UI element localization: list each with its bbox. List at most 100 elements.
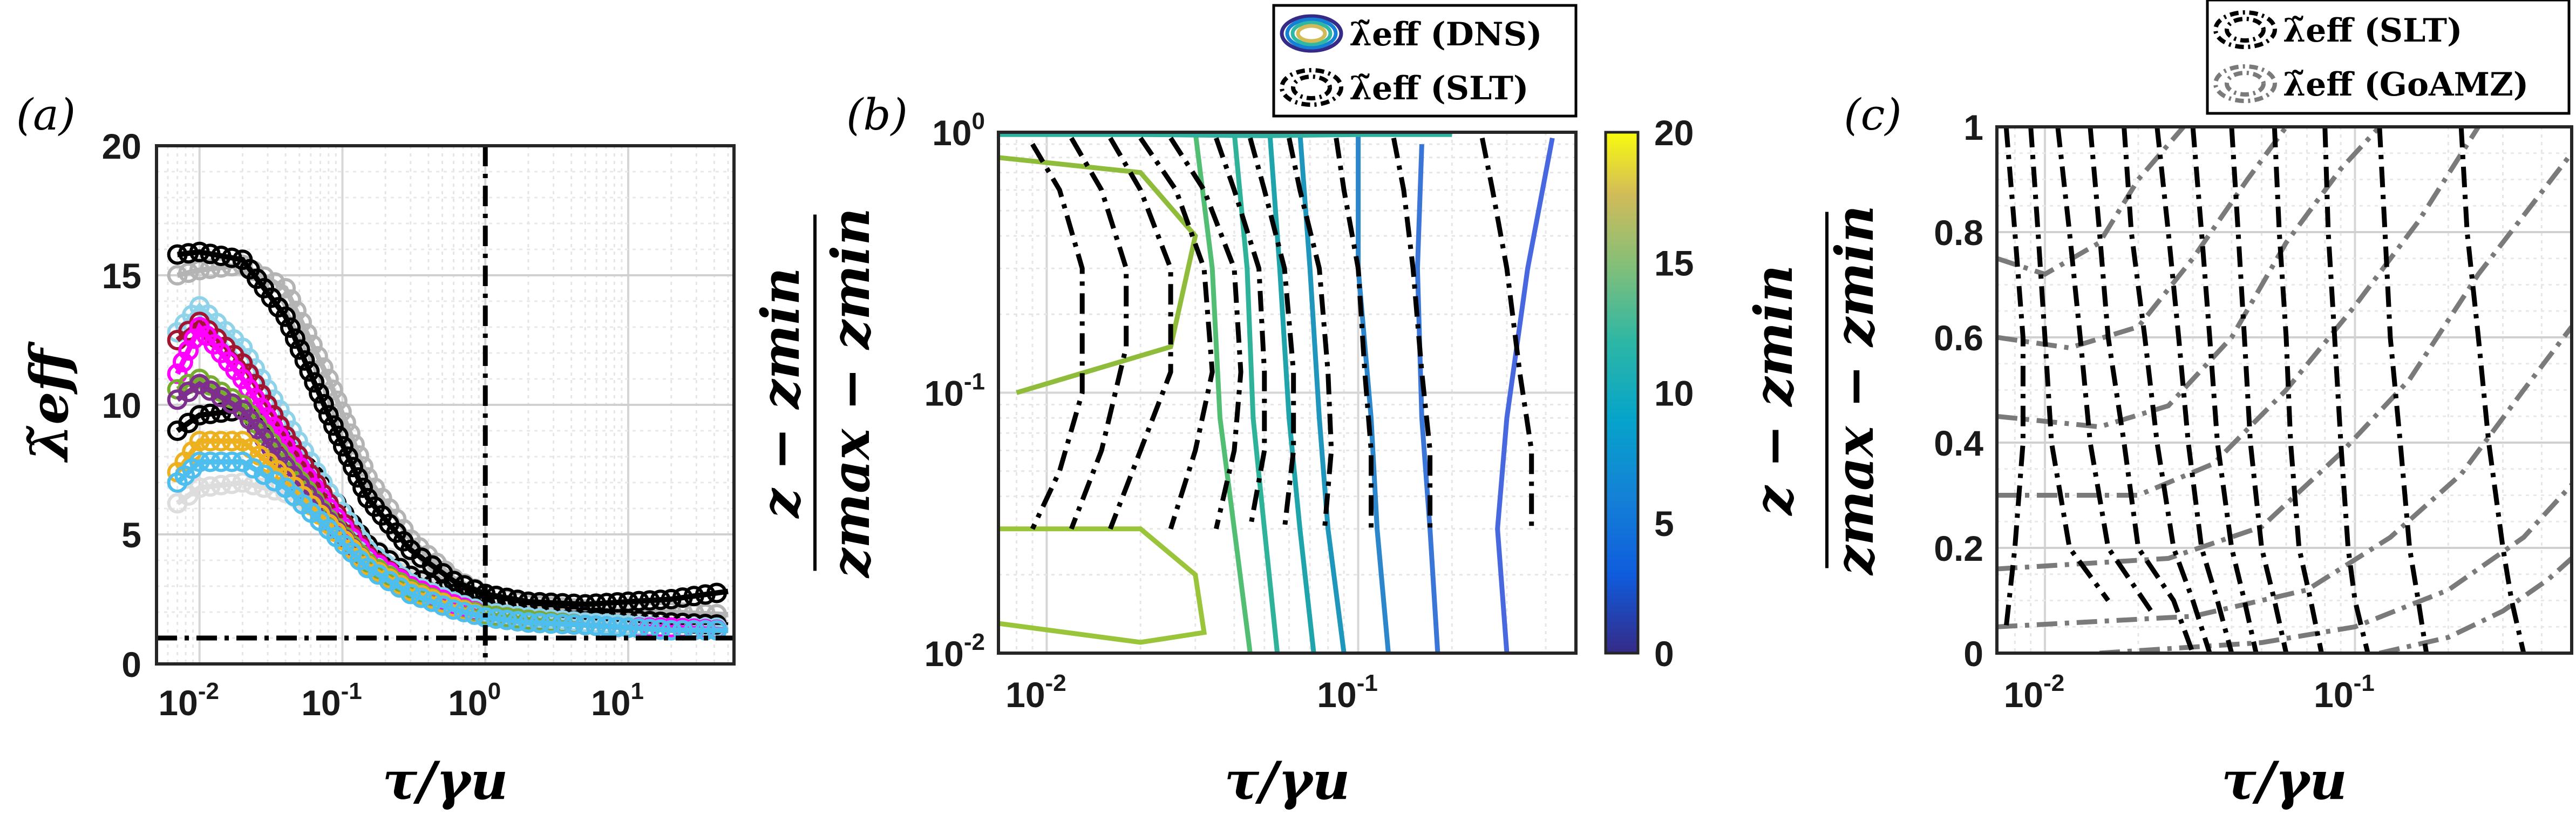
series-marker bbox=[650, 589, 671, 610]
series-marker bbox=[289, 339, 310, 360]
series-marker bbox=[695, 584, 716, 605]
series-marker bbox=[210, 246, 232, 266]
series-marker bbox=[189, 477, 210, 498]
colorbar-tick-label: 10 bbox=[1654, 374, 1694, 413]
colorbar-tick-label: 20 bbox=[1654, 113, 1694, 153]
series-marker bbox=[210, 431, 232, 452]
y-tick-label: 0.4 bbox=[1934, 423, 1983, 463]
goamz-contour bbox=[1997, 127, 2382, 430]
series-marker bbox=[529, 613, 550, 634]
series-marker bbox=[318, 405, 339, 426]
colorbar-tick-label: 15 bbox=[1654, 243, 1694, 283]
y-axis-label-denominator: zmax − zmin bbox=[820, 208, 881, 579]
series-marker bbox=[357, 558, 378, 579]
dns-contour bbox=[1415, 144, 1440, 653]
series-marker bbox=[432, 595, 453, 616]
contours bbox=[998, 132, 1555, 653]
series-marker bbox=[200, 431, 221, 452]
y-axis-label: λ̃eff bbox=[19, 341, 80, 463]
series-marker bbox=[323, 415, 344, 436]
series-2 bbox=[167, 241, 729, 615]
series-marker bbox=[628, 591, 649, 612]
series-marker bbox=[178, 262, 199, 283]
series-marker bbox=[178, 243, 199, 264]
x-tick-label: 10-1 bbox=[301, 678, 362, 723]
series-marker bbox=[221, 247, 242, 268]
series-marker bbox=[348, 467, 369, 488]
legend-label: λ̃eff (GoAMZ) bbox=[2283, 66, 2529, 104]
series-marker bbox=[313, 393, 334, 415]
series-marker bbox=[200, 243, 221, 264]
series-marker bbox=[312, 357, 334, 378]
series-marker bbox=[189, 241, 210, 262]
legend-c: λ̃eff (SLT) λ̃eff (GoAMZ) bbox=[2206, 0, 2571, 115]
series-marker bbox=[322, 379, 343, 401]
series-marker bbox=[299, 361, 320, 382]
legend-swatch-dns bbox=[1285, 17, 1338, 50]
slt-contour bbox=[2122, 127, 2212, 653]
series-marker bbox=[541, 613, 562, 634]
series-marker bbox=[518, 612, 539, 633]
x-axis-label: τ/γu bbox=[2221, 750, 2347, 811]
y-tick-label: 100 bbox=[932, 108, 985, 153]
series-marker bbox=[586, 593, 607, 614]
series-marker bbox=[178, 340, 199, 361]
series-marker bbox=[507, 610, 528, 632]
series-marker bbox=[443, 599, 464, 620]
series-marker bbox=[596, 616, 617, 637]
series-marker bbox=[497, 609, 518, 630]
legend-swatch-dns bbox=[1290, 21, 1333, 46]
dns-contour bbox=[1267, 132, 1316, 653]
series-marker bbox=[389, 577, 410, 598]
x-axis-label: τ/γu bbox=[383, 750, 508, 811]
series-marker bbox=[352, 477, 373, 498]
y-tick-label: 5 bbox=[121, 515, 141, 555]
x-tick-label: 101 bbox=[591, 678, 644, 723]
series-marker bbox=[639, 590, 660, 611]
x-tick-label: 100 bbox=[448, 678, 501, 723]
y-tick-label: 0 bbox=[1963, 634, 1983, 674]
slt-contour bbox=[1108, 137, 1173, 530]
dns-contour bbox=[998, 155, 1198, 395]
series-marker bbox=[210, 451, 232, 472]
series-marker bbox=[167, 265, 188, 286]
y-tick-label: 1 bbox=[1963, 107, 1983, 147]
slt-contour bbox=[1069, 137, 1129, 530]
series-marker bbox=[307, 346, 328, 367]
x-tick-label: 10-1 bbox=[2314, 670, 2375, 715]
series-marker bbox=[189, 405, 210, 426]
series-marker bbox=[221, 393, 242, 414]
series-marker bbox=[172, 351, 193, 372]
series-marker bbox=[327, 390, 348, 411]
slt-contour bbox=[2028, 127, 2110, 602]
series-marker bbox=[254, 477, 275, 498]
series-marker bbox=[189, 374, 210, 395]
series-marker bbox=[200, 451, 221, 472]
series-marker bbox=[284, 328, 305, 349]
legend-swatch-slt bbox=[1280, 68, 1343, 107]
series-marker bbox=[221, 431, 242, 452]
y-tick-label: 10-1 bbox=[924, 369, 985, 413]
slt-contour bbox=[2003, 127, 2026, 627]
series-marker bbox=[302, 335, 323, 355]
dns-contour bbox=[1495, 137, 1555, 653]
dns-contour bbox=[998, 132, 1452, 138]
x-tick-label: 10-2 bbox=[158, 678, 219, 723]
goamz-contour bbox=[1997, 127, 2186, 277]
x-tick-label: 10-2 bbox=[1005, 670, 1066, 715]
series-marker bbox=[422, 591, 443, 612]
series-marker bbox=[221, 451, 242, 472]
x-tick-label: 10-2 bbox=[2004, 670, 2065, 715]
series-marker bbox=[243, 458, 264, 479]
legend-swatch-slt bbox=[2213, 10, 2277, 49]
series-marker bbox=[280, 317, 301, 338]
series-marker bbox=[167, 363, 188, 384]
panel-label: (a) bbox=[16, 90, 76, 140]
axes-box bbox=[1995, 125, 2573, 655]
contours bbox=[1997, 127, 2572, 653]
y-tick-label: 0.2 bbox=[1934, 528, 1983, 568]
series-marker bbox=[200, 403, 221, 424]
